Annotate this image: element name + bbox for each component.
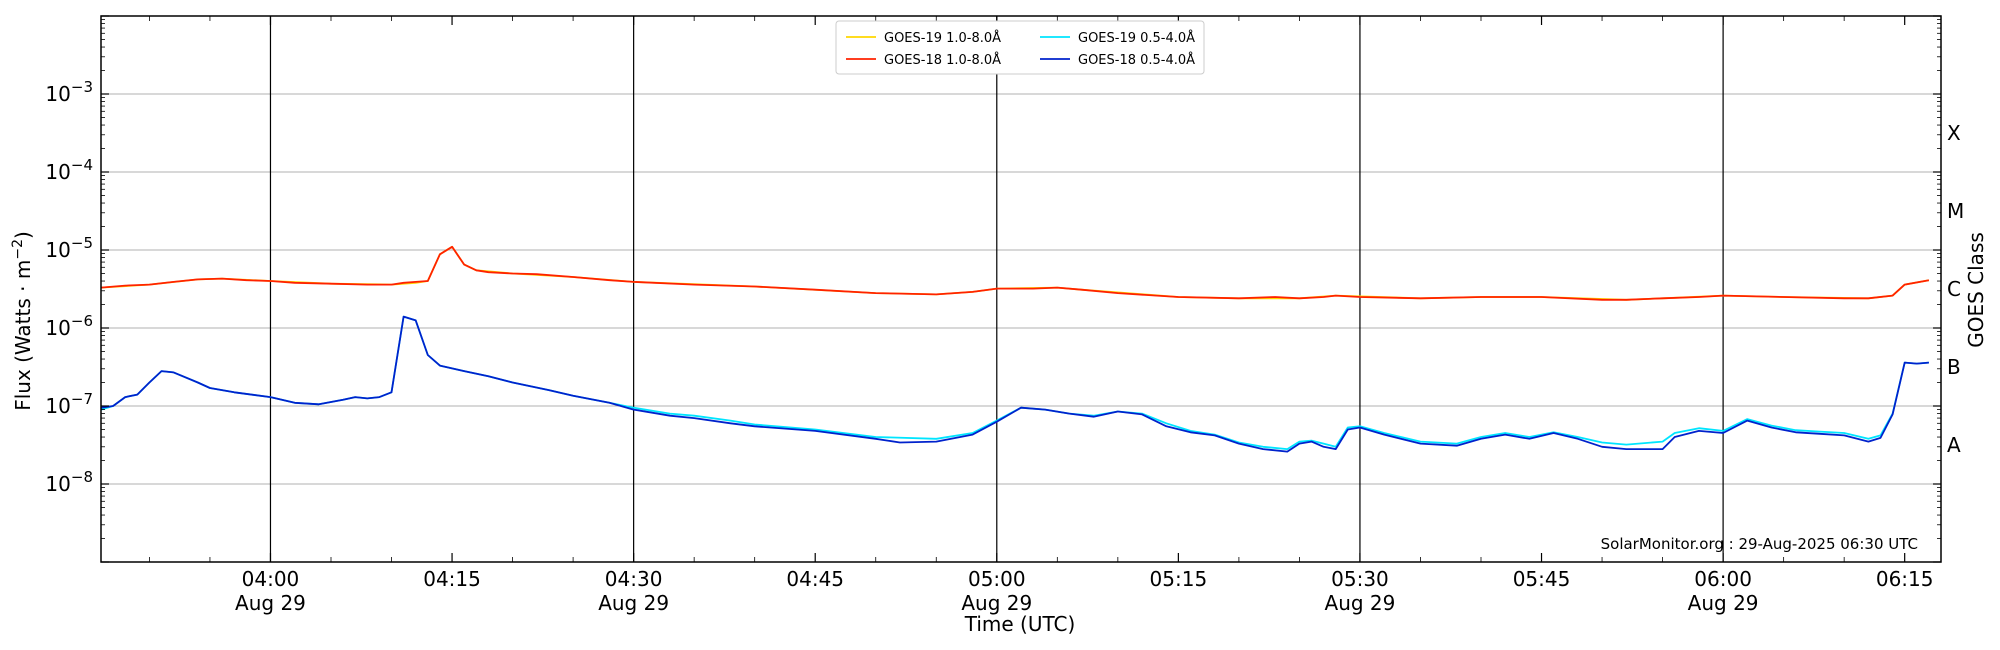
x-tick-label: 06:15 bbox=[1876, 567, 1934, 591]
x-tick-label: 04:30 bbox=[605, 567, 663, 591]
x-tick-date-label: Aug 29 bbox=[1325, 591, 1396, 615]
y-tick-label: 10−7 bbox=[45, 390, 93, 418]
y-tick-label: 10−3 bbox=[45, 78, 93, 106]
x-tick-label: 04:00 bbox=[242, 567, 300, 591]
flux-series bbox=[100, 245, 1930, 453]
series-line-3 bbox=[100, 315, 1929, 453]
y-axis-title-exponent: −2 bbox=[10, 239, 26, 260]
x-tick-label: 04:15 bbox=[423, 567, 481, 591]
goes-class-a: A bbox=[1947, 433, 1961, 457]
legend-label-1: GOES-18 1.0-8.0Å bbox=[884, 52, 1001, 68]
y-tick-label: 10−6 bbox=[45, 312, 93, 340]
x-tick-label: 04:45 bbox=[786, 567, 844, 591]
plot-frame bbox=[100, 15, 1942, 563]
y-tick-label: 10−4 bbox=[45, 156, 93, 184]
legend-label-3: GOES-18 0.5-4.0Å bbox=[1078, 52, 1195, 68]
x-tick-label: 06:00 bbox=[1694, 567, 1752, 591]
goes-class-b: B bbox=[1947, 355, 1961, 379]
x-tick-label: 05:45 bbox=[1513, 567, 1571, 591]
legend-box bbox=[835, 20, 1205, 75]
x-tick-label: 05:30 bbox=[1331, 567, 1389, 591]
x-tick-date-label: Aug 29 bbox=[598, 591, 669, 615]
y-tick-label: 10−5 bbox=[45, 234, 93, 262]
credit-text: SolarMonitor.org : 29-Aug-2025 06:30 UTC bbox=[1601, 535, 1918, 553]
series-line-1 bbox=[100, 245, 1930, 301]
x-tick-date-label: Aug 29 bbox=[1688, 591, 1759, 615]
x-tick-date-label: Aug 29 bbox=[961, 591, 1032, 615]
y-axis-title: Flux (Watts · m−2) bbox=[10, 231, 35, 411]
goes-class-m: M bbox=[1947, 199, 1964, 223]
goes-class-c: C bbox=[1947, 277, 1961, 301]
x-axis-title: Time (UTC) bbox=[964, 612, 1076, 636]
horizontal-gridlines bbox=[101, 93, 1941, 485]
legend-label-2: GOES-19 0.5-4.0Å bbox=[1078, 30, 1195, 46]
goes-class-x: X bbox=[1947, 121, 1961, 145]
goes-class-labels: A B C M X bbox=[1947, 121, 1964, 457]
legend-label-0: GOES-19 1.0-8.0Å bbox=[884, 30, 1001, 46]
x-tick-label: 05:15 bbox=[1150, 567, 1208, 591]
x-tick-date-label: Aug 29 bbox=[235, 591, 306, 615]
day-marker-lines bbox=[269, 16, 1724, 562]
x-tick-label: 05:00 bbox=[968, 567, 1026, 591]
goes-class-axis-title: GOES Class bbox=[1964, 232, 1988, 348]
y-axis-ticks: 10−8 10−7 10−6 10−5 10−4 10−3 bbox=[45, 15, 1941, 563]
legend: GOES-19 1.0-8.0Å GOES-18 1.0-8.0Å GOES-19 … bbox=[835, 20, 1205, 75]
y-tick-label: 10−8 bbox=[45, 468, 93, 496]
